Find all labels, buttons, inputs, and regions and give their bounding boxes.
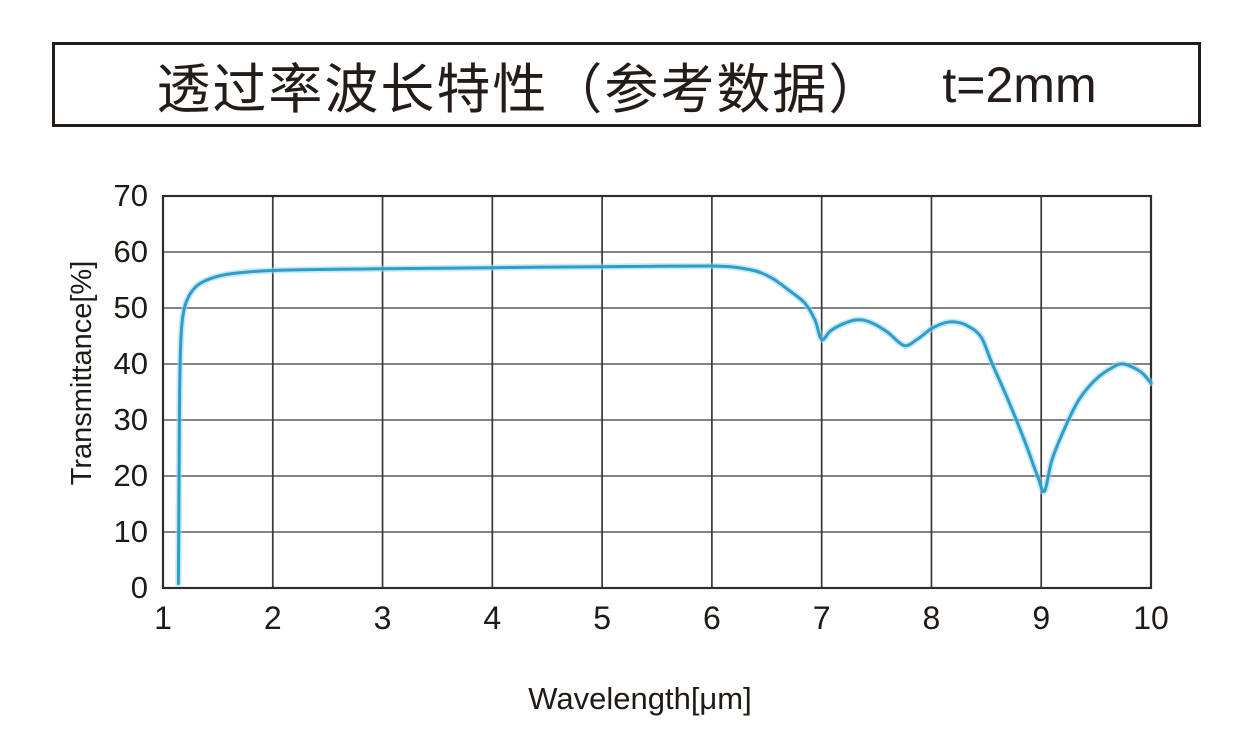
- x-tick-label: 1: [154, 600, 172, 636]
- x-tick-label: 10: [1133, 600, 1169, 636]
- x-tick-label: 6: [702, 600, 721, 636]
- y-tick-label: 40: [113, 346, 148, 381]
- chart-title-box: 透过率波长特性（参考数据） t=2mm: [52, 42, 1201, 127]
- thickness-annotation: t=2mm: [942, 56, 1097, 113]
- x-tick-label: 2: [263, 600, 282, 636]
- y-tick-label: 50: [113, 290, 148, 325]
- x-tick-label: 7: [812, 600, 831, 636]
- x-tick-label: 5: [593, 600, 611, 636]
- y-tick-label: 30: [113, 402, 148, 437]
- transmittance-curve: [176, 264, 1153, 585]
- transmittance-curve-glow: [175, 262, 1155, 587]
- chart-title: 透过率波长特性（参考数据）: [156, 60, 885, 120]
- y-tick-label: 0: [130, 570, 148, 605]
- x-tick-label: 3: [373, 600, 392, 636]
- x-tick-label: 8: [922, 600, 941, 636]
- y-tick-label: 60: [113, 234, 148, 269]
- x-tick-label: 4: [483, 600, 502, 636]
- y-tick-label: 70: [113, 178, 148, 213]
- plot-frame: [161, 194, 1153, 590]
- y-tick-label: 10: [113, 514, 148, 549]
- x-axis-label: Wavelength[μm]: [528, 681, 752, 716]
- x-tick-label: 9: [1032, 600, 1051, 636]
- y-tick-label: 20: [113, 458, 148, 493]
